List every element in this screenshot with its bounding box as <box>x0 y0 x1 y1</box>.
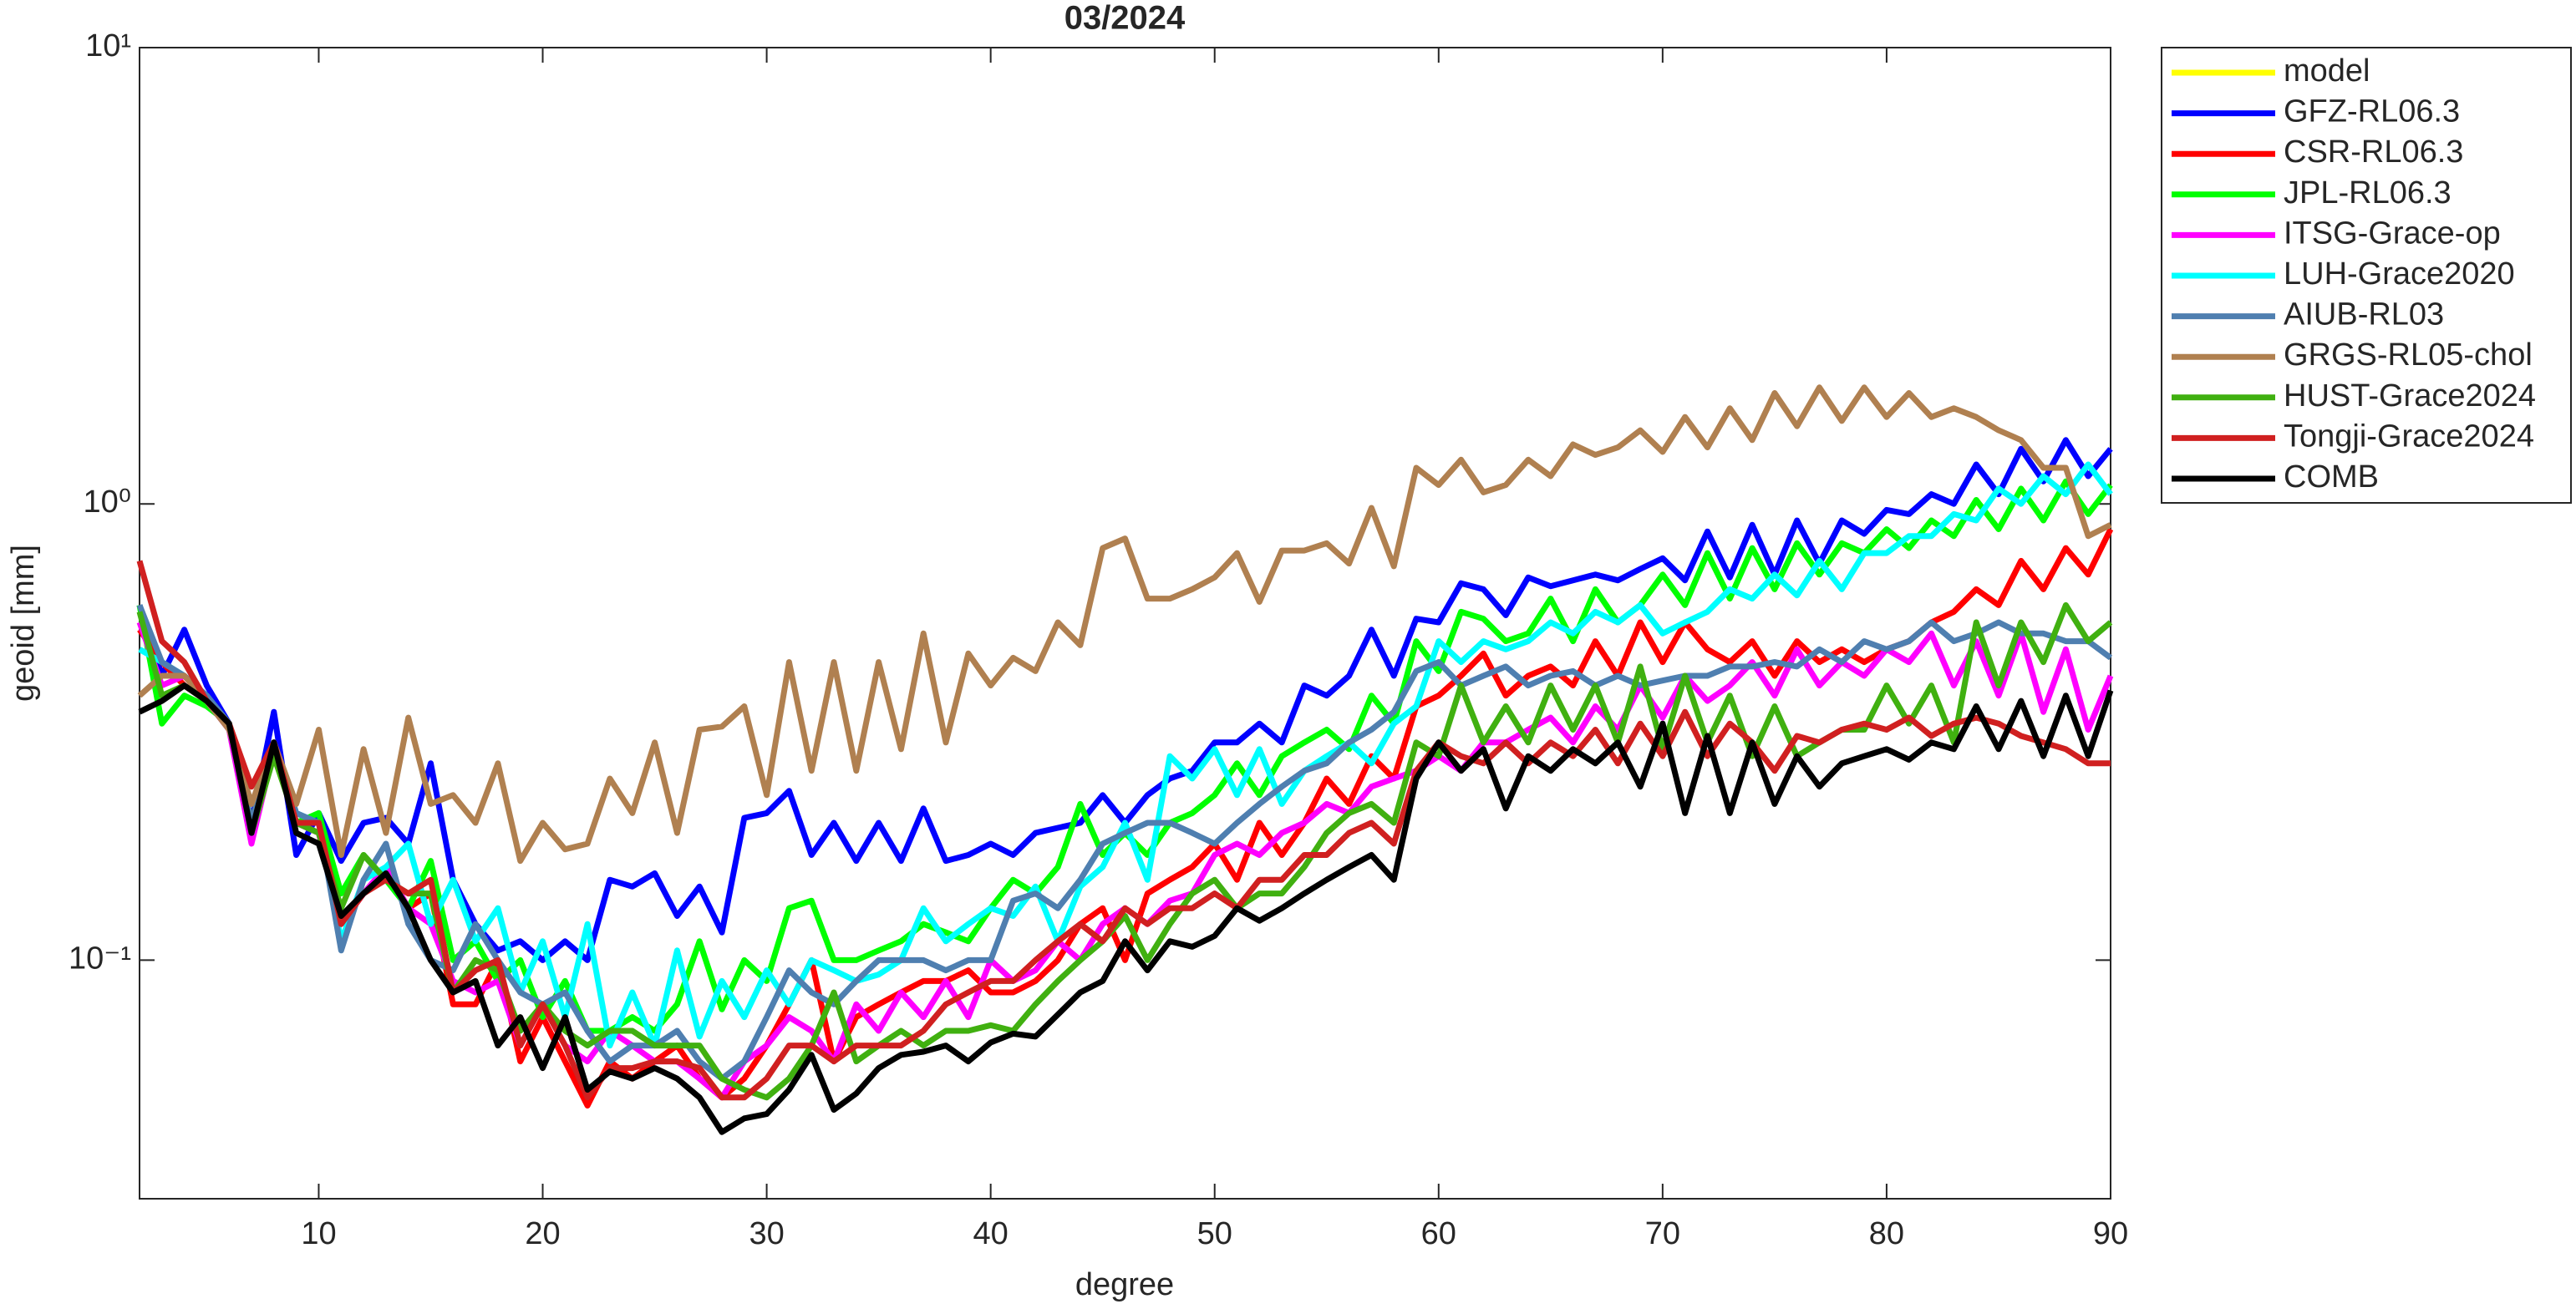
x-tick-label: 50 <box>1197 1216 1232 1251</box>
x-tick-label: 70 <box>1645 1216 1680 1251</box>
legend-label: COMB <box>2284 459 2379 495</box>
y-axis-label: geoid [mm] <box>6 545 41 702</box>
legend-label: JPL-RL06.3 <box>2284 175 2452 211</box>
x-tick-label: 60 <box>1421 1216 1456 1251</box>
legend-label: GRGS-RL05-chol <box>2284 337 2533 373</box>
x-tick-label: 90 <box>2093 1216 2128 1251</box>
series-line <box>138 461 2113 1049</box>
legend-label: ITSG-Grace-op <box>2284 216 2501 251</box>
y-tick-label: 10⁰ <box>83 485 131 520</box>
series-line <box>136 560 2111 1101</box>
legend-label: HUST-Grace2024 <box>2284 378 2536 414</box>
series-line <box>137 384 2112 865</box>
x-tick-label: 30 <box>749 1216 784 1251</box>
legend-label: CSR-RL06.3 <box>2284 134 2463 170</box>
series-line <box>138 682 2114 1135</box>
series-line <box>136 604 2113 1082</box>
series-line <box>136 601 2113 1101</box>
y-tick-label: 10⁻¹ <box>69 941 131 976</box>
x-tick-label: 80 <box>1869 1216 1904 1251</box>
legend-label: GFZ-RL06.3 <box>2284 94 2460 129</box>
legend-label: Tongji-Grace2024 <box>2284 419 2534 454</box>
x-tick-label: 20 <box>525 1216 560 1251</box>
chart-title: 03/2024 <box>1064 0 1186 37</box>
y-tick-label: 10¹ <box>85 28 131 63</box>
legend-label: model <box>2284 53 2370 89</box>
x-tick-label: 10 <box>301 1216 336 1251</box>
legend-label: AIUB-RL03 <box>2284 297 2444 332</box>
x-tick-label: 40 <box>973 1216 1009 1251</box>
x-axis-label: degree <box>1075 1267 1174 1302</box>
legend-label: LUH-Grace2020 <box>2284 256 2515 292</box>
plot-area <box>139 47 2111 1200</box>
